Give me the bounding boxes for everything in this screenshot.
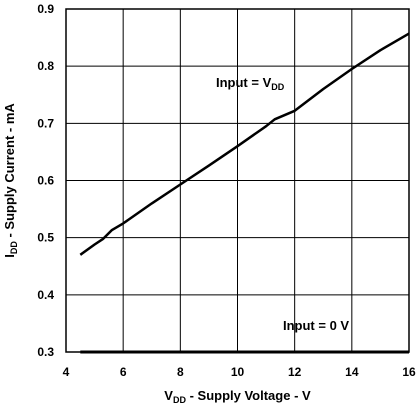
x-tick-label: 16 [402, 365, 416, 379]
series-annotations: Input = VDD Input = 0 V [216, 75, 349, 333]
y-tick-label: 0.6 [37, 174, 54, 188]
x-tick-label: 12 [288, 365, 302, 379]
series-annotation-2: Input = 0 V [283, 318, 349, 333]
y-tick-labels: 0.3 0.4 0.5 0.6 0.7 0.8 0.9 [37, 2, 54, 359]
series-annotation-1: Input = VDD [216, 75, 285, 92]
x-tick-labels: 4 6 8 10 12 14 16 [63, 365, 416, 379]
y-tick-label: 0.9 [37, 2, 54, 16]
grid-lines [65, 8, 410, 353]
x-tick-label: 10 [231, 365, 245, 379]
y-tick-label: 0.4 [37, 288, 54, 302]
y-tick-label: 0.3 [37, 345, 54, 359]
x-tick-label: 14 [345, 365, 359, 379]
x-tick-label: 8 [177, 365, 184, 379]
y-tick-label: 0.7 [37, 116, 54, 130]
series-line-1 [79, 32, 410, 256]
x-tick-label: 4 [63, 365, 70, 379]
y-axis-label: IDD - Supply Current - mA [2, 103, 19, 258]
y-tick-label: 0.5 [37, 231, 54, 245]
x-axis-label: VDD - Supply Voltage - V [164, 388, 311, 405]
x-tick-label: 6 [120, 365, 127, 379]
y-tick-label: 0.8 [37, 59, 54, 73]
series-lines [79, 32, 410, 354]
